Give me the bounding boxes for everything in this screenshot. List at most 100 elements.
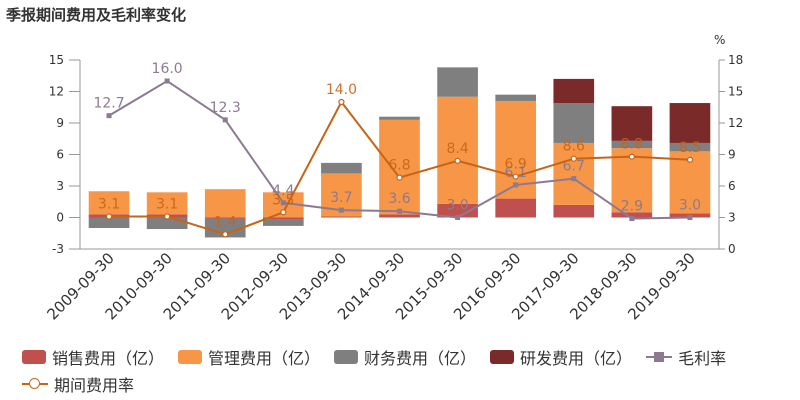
legend-label-rd: 研发费用（亿） <box>520 348 633 368</box>
legend-item-rd[interactable]: 研发费用（亿） <box>490 345 632 369</box>
bar-segment <box>495 94 537 101</box>
series-point <box>338 98 345 106</box>
data-label: 6.1 <box>505 165 527 181</box>
legend-swatch-expense-rate <box>22 377 48 391</box>
series-point <box>571 176 577 182</box>
bar-segment <box>204 218 246 238</box>
series-point <box>105 213 113 220</box>
bar-segment <box>495 198 537 218</box>
series-point <box>164 78 170 84</box>
bar-segment <box>553 103 595 143</box>
data-label: 8.4 <box>446 141 468 157</box>
bar-segment <box>204 189 246 218</box>
legend-label-expense-rate: 期间费用率 <box>54 375 135 395</box>
legend-item-sales[interactable]: 销售费用（亿） <box>22 345 164 369</box>
series-point <box>397 208 402 214</box>
series-point <box>513 182 519 188</box>
left-axis-tick-label: 0 <box>56 211 64 225</box>
right-axis-tick-label: 18 <box>728 53 743 67</box>
bar-segment <box>321 162 362 174</box>
bar-segment <box>146 217 188 230</box>
legend-swatch-gross-margin <box>646 350 673 364</box>
series-point <box>628 153 635 160</box>
legend-swatch-admin <box>178 349 203 364</box>
bar-segment <box>611 212 653 218</box>
legend-item-finance[interactable]: 财务费用（亿） <box>334 345 476 369</box>
bar-segment <box>553 204 595 218</box>
series-point <box>686 156 694 163</box>
legend-swatch-rd <box>490 349 515 364</box>
bar-segment <box>611 140 653 149</box>
bar-segment <box>437 203 478 218</box>
right-axis-tick-label: 0 <box>728 242 736 256</box>
right-axis-tick-label: 6 <box>728 179 736 193</box>
legend-label-admin: 管理费用（亿） <box>208 348 321 368</box>
data-label: 3.1 <box>156 196 178 212</box>
data-label: 3.1 <box>98 196 120 212</box>
left-axis-tick-label: 3 <box>56 179 64 193</box>
series-point <box>455 215 461 220</box>
right-axis-unit: % <box>714 33 725 47</box>
bar-segment <box>204 217 246 219</box>
left-axis-tick-label: 12 <box>49 85 64 99</box>
bar-segment <box>88 217 130 228</box>
legend-item-expense-rate[interactable]: 期间费用率 <box>22 372 134 396</box>
legend-swatch-sales <box>22 349 46 364</box>
data-label: 3.0 <box>446 198 468 214</box>
legend-label-finance: 财务费用（亿） <box>364 348 477 368</box>
bar-segment <box>669 103 711 143</box>
data-label: 12.3 <box>210 100 241 116</box>
series-point <box>629 216 635 222</box>
series-point <box>338 207 344 213</box>
right-axis-tick-label: 9 <box>728 148 736 162</box>
data-label: 3.5 <box>272 192 294 208</box>
series-point <box>570 155 577 162</box>
data-label: 3.0 <box>679 198 701 214</box>
left-axis-tick-label: 9 <box>56 116 64 130</box>
series-point <box>164 213 171 220</box>
legend: 销售费用（亿） 管理费用（亿） 财务费用（亿） 研发费用（亿） 毛利率 <box>22 343 792 397</box>
series-point <box>280 200 286 206</box>
data-label: 1.4 <box>214 214 236 230</box>
right-axis-tick-label: 3 <box>728 211 736 225</box>
bar-segment <box>379 119 420 215</box>
data-label: 8.5 <box>679 140 701 156</box>
bar-segment <box>146 192 188 215</box>
bar-segment <box>437 67 478 97</box>
bar-segment <box>88 191 130 215</box>
series-point <box>222 231 229 238</box>
legend-label-gross-margin: 毛利率 <box>678 348 727 368</box>
series-point <box>512 173 519 180</box>
data-label: 8.6 <box>563 139 585 155</box>
bar-segment <box>262 217 304 220</box>
data-label: 3.6 <box>388 191 410 207</box>
legend-item-admin[interactable]: 管理费用（亿） <box>178 345 320 369</box>
data-label: 16.0 <box>152 61 183 77</box>
bar-segment <box>669 142 711 152</box>
series-point <box>454 157 461 164</box>
bar-segment <box>321 216 362 218</box>
data-label: 4.4 <box>272 183 294 199</box>
right-axis-tick-label: 12 <box>728 116 743 130</box>
data-label: 14.0 <box>326 82 357 98</box>
left-axis-tick-label: 6 <box>56 148 64 162</box>
legend-item-gross-margin[interactable]: 毛利率 <box>646 345 726 369</box>
series-point <box>280 209 287 216</box>
series-point <box>687 215 693 220</box>
bar-segment <box>379 116 420 120</box>
left-axis-tick-label: -3 <box>52 242 64 256</box>
right-axis-tick-label: 15 <box>728 85 743 99</box>
data-label: 3.7 <box>330 190 352 206</box>
bar-segment <box>611 106 653 141</box>
data-label: 6.8 <box>388 158 410 174</box>
data-label: 12.7 <box>93 96 124 112</box>
series-point <box>222 117 228 123</box>
bar-segment <box>262 219 304 226</box>
legend-label-sales: 销售费用（亿） <box>52 348 165 368</box>
data-label: 2.9 <box>621 199 643 215</box>
left-axis-tick-label: 15 <box>49 53 64 67</box>
series-point <box>396 174 403 181</box>
data-label: 8.8 <box>621 137 643 153</box>
series-point <box>106 113 112 119</box>
